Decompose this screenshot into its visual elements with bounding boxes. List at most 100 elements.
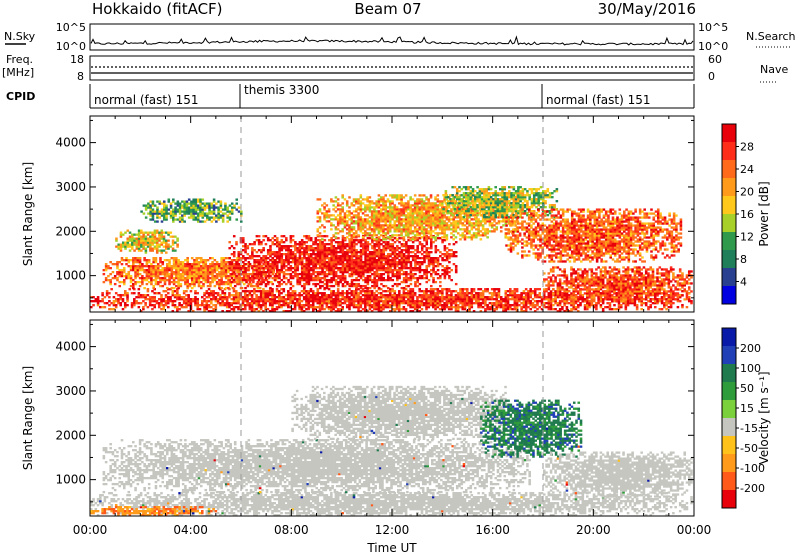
echo-cell (267, 261, 270, 263)
echo-cell (149, 298, 152, 300)
echo-cell (172, 302, 175, 304)
echo-cell (686, 298, 689, 300)
nave-label: Nave (760, 63, 788, 76)
echo-cell (403, 255, 406, 257)
echo-cell (357, 216, 360, 218)
echo-cell (247, 247, 250, 249)
echo-cell (475, 298, 478, 300)
echo-cell (221, 304, 224, 306)
echo-cell (407, 245, 410, 247)
echo-cell (164, 273, 167, 275)
echo-cell (394, 255, 397, 257)
echo-cell (344, 277, 347, 279)
echo-cell (296, 300, 299, 302)
echo-cell (123, 283, 126, 285)
echo-cell (679, 294, 682, 296)
echo-cell (394, 208, 397, 210)
echo-cell (446, 302, 449, 304)
echo-cell (223, 263, 226, 265)
echo-cell (389, 204, 392, 206)
echo-cell (246, 294, 249, 296)
echo-cell (563, 304, 566, 306)
echo-cell (184, 263, 187, 265)
echo-cell (457, 308, 460, 310)
echo-cell (308, 239, 311, 241)
echo-cell (419, 243, 422, 245)
echo-cell (382, 269, 385, 271)
echo-cell (321, 204, 324, 206)
echo-cell (378, 204, 381, 206)
echo-cell (362, 212, 365, 214)
echo-cell (484, 288, 487, 290)
echo-cell (355, 214, 358, 216)
echo-cell (140, 238, 143, 240)
echo-cell (103, 273, 106, 275)
echo-cell (391, 288, 394, 290)
echo-cell (142, 294, 145, 296)
echo-cell (430, 241, 433, 243)
echo-cell (572, 304, 575, 306)
echo-cell (150, 279, 153, 281)
echo-cell (360, 290, 363, 292)
echo-cell (134, 277, 137, 279)
echo-cell (475, 302, 478, 304)
echo-cell (233, 302, 236, 304)
echo-cell (394, 222, 397, 224)
echo-cell (457, 300, 460, 302)
echo-cell (554, 308, 557, 310)
echo-cell (171, 275, 174, 277)
echo-cell (198, 283, 201, 285)
echo-cell (276, 263, 279, 265)
echo-cell (157, 283, 160, 285)
echo-cell (332, 218, 335, 220)
echo-cell (412, 247, 415, 249)
echo-cell (412, 257, 415, 259)
echo-cell (326, 251, 329, 253)
echo-cell (437, 237, 440, 239)
echo-cell (394, 234, 397, 236)
echo-cell (301, 257, 304, 259)
echo-cell (154, 241, 157, 243)
echo-cell (235, 296, 238, 298)
echo-cell (139, 277, 142, 279)
echo-cell (346, 236, 349, 238)
echo-cell (344, 247, 347, 249)
echo-cell (246, 304, 249, 306)
echo-cell (212, 296, 215, 298)
echo-cell (160, 234, 163, 236)
echo-cell (353, 216, 356, 218)
echo-cell (453, 243, 456, 245)
echo-cell (328, 253, 331, 255)
echo-cell (376, 249, 379, 251)
echo-cell (348, 245, 351, 247)
echo-cell (371, 257, 374, 259)
echo-cell (223, 265, 226, 267)
echo-cell (523, 298, 526, 300)
echo-cell (225, 275, 228, 277)
echo-cell (154, 238, 157, 240)
echo-cell (133, 300, 136, 302)
echo-cell (357, 206, 360, 208)
echo-cell (248, 283, 251, 285)
echo-cell (251, 255, 254, 257)
echo-cell (369, 200, 372, 202)
echo-cell (405, 294, 408, 296)
echo-cell (403, 212, 406, 214)
echo-cell (116, 265, 119, 267)
echo-cell (177, 271, 180, 273)
echo-cell (405, 302, 408, 304)
echo-cell (369, 275, 372, 277)
echo-cell (353, 304, 356, 306)
echo-cell (405, 273, 408, 275)
echo-cell (355, 273, 358, 275)
echo-cell (191, 283, 194, 285)
echo-cell (378, 194, 381, 196)
echo-cell (236, 283, 239, 285)
echo-cell (405, 234, 408, 236)
echo-cell (514, 290, 517, 292)
echo-cell (326, 263, 329, 265)
echo-cell (260, 298, 263, 300)
echo-cell (140, 296, 143, 298)
echo-cell (579, 302, 582, 304)
echo-cell (128, 273, 131, 275)
